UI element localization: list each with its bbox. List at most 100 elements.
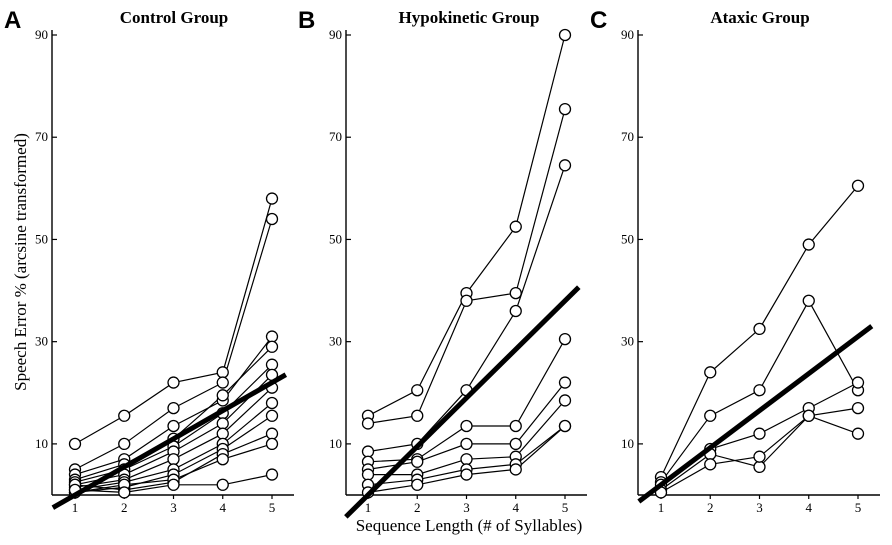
- data-point: [265, 468, 279, 481]
- trend-line: [51, 372, 288, 510]
- data-point: [753, 450, 766, 463]
- data-point: [265, 437, 279, 451]
- data-point: [851, 179, 865, 192]
- x-tick-label: 2: [121, 500, 128, 515]
- data-point: [460, 419, 473, 433]
- trend-line: [344, 285, 581, 519]
- data-point: [411, 478, 424, 491]
- series-line: [660, 407, 859, 491]
- data-point: [802, 238, 815, 251]
- x-tick-label: 1: [658, 500, 665, 515]
- data-point: [265, 427, 279, 440]
- y-tick-label: 50: [329, 231, 342, 246]
- y-tick-label: 10: [329, 436, 342, 451]
- panel-letter: C: [590, 7, 607, 34]
- panel-hypokinetic-group: B Hypokinetic Group 10 30 50 70 90 1 2 3 4 5: [298, 7, 587, 519]
- x-tick-label: 5: [269, 500, 276, 515]
- data-point: [753, 384, 766, 397]
- data-point: [802, 409, 815, 422]
- x-tick-label: 5: [562, 500, 569, 515]
- panel-title: Control Group: [120, 8, 228, 27]
- data-point: [509, 304, 522, 318]
- data-point: [509, 286, 522, 300]
- data-point: [851, 376, 865, 389]
- data-point: [411, 384, 424, 397]
- x-tick-label: 2: [414, 500, 421, 515]
- x-axis-label: Sequence Length (# of Syllables): [356, 516, 583, 535]
- data-point: [167, 376, 180, 389]
- data-point: [411, 409, 424, 422]
- data-point: [704, 458, 717, 471]
- data-point: [802, 294, 815, 307]
- data-point: [118, 437, 131, 451]
- y-tick-label: 10: [35, 436, 48, 451]
- data-point: [460, 294, 473, 307]
- data-point: [753, 427, 766, 440]
- data-point: [265, 192, 279, 205]
- trend-line: [637, 324, 874, 504]
- data-point: [460, 437, 473, 451]
- x-tick-label: 1: [365, 500, 372, 515]
- data-point: [361, 468, 375, 481]
- x-tick-label: 3: [463, 500, 470, 515]
- panel-title: Ataxic Group: [710, 8, 809, 27]
- data-point: [265, 330, 279, 343]
- data-point: [558, 28, 572, 42]
- data-point: [167, 419, 180, 433]
- data-point: [216, 376, 229, 389]
- y-tick-label: 30: [35, 334, 48, 349]
- data-point: [118, 486, 131, 499]
- data-point: [216, 389, 229, 402]
- data-point: [460, 468, 473, 481]
- data-point: [509, 419, 522, 433]
- data-point: [265, 396, 279, 410]
- data-point: [167, 401, 180, 415]
- y-axis-label: Speech Error % (arcsine transformed): [11, 133, 30, 391]
- data-point: [216, 427, 229, 440]
- x-tick-label: 5: [855, 500, 862, 515]
- data-point: [265, 340, 279, 353]
- series-line: [367, 34, 566, 417]
- data-point: [411, 455, 424, 468]
- data-point: [265, 212, 279, 226]
- y-tick-label: 70: [35, 129, 48, 144]
- data-point: [216, 366, 229, 379]
- data-point: [753, 460, 766, 474]
- data-point: [558, 394, 572, 407]
- data-point: [118, 409, 131, 422]
- y-tick-label: 90: [35, 27, 48, 42]
- data-point: [704, 366, 717, 379]
- data-point: [753, 322, 766, 336]
- data-point: [460, 453, 473, 466]
- data-point: [167, 478, 180, 491]
- x-tick-label: 3: [756, 500, 763, 515]
- data-point: [216, 417, 229, 430]
- data-point: [558, 419, 572, 433]
- y-tick-label: 70: [329, 129, 342, 144]
- x-tick-label: 3: [170, 500, 177, 515]
- x-tick-label: 2: [707, 500, 714, 515]
- y-tick-label: 30: [621, 334, 634, 349]
- panel-control-group: A Control Group 10 30 50 70 90 1 2 3 4 5: [4, 7, 294, 515]
- data-point: [265, 409, 279, 422]
- y-tick-label: 90: [329, 27, 342, 42]
- series-line: [367, 165, 566, 453]
- panel-ataxic-group: C Ataxic Group 10 30 50 70 90 1 2 3 4 5: [590, 7, 880, 515]
- panel-letter: A: [4, 7, 21, 34]
- y-tick-label: 70: [621, 129, 634, 144]
- data-point: [509, 220, 522, 233]
- y-tick-label: 50: [35, 231, 48, 246]
- data-point: [216, 478, 229, 491]
- x-tick-label: 4: [513, 500, 520, 515]
- data-point: [558, 376, 572, 389]
- data-point: [704, 409, 717, 422]
- panel-letter: B: [298, 7, 315, 34]
- y-tick-label: 30: [329, 334, 342, 349]
- x-tick-label: 4: [806, 500, 813, 515]
- x-tick-label: 4: [220, 500, 227, 515]
- data-point: [509, 463, 522, 476]
- data-point: [68, 437, 82, 451]
- data-point: [558, 159, 572, 172]
- data-point: [265, 358, 279, 371]
